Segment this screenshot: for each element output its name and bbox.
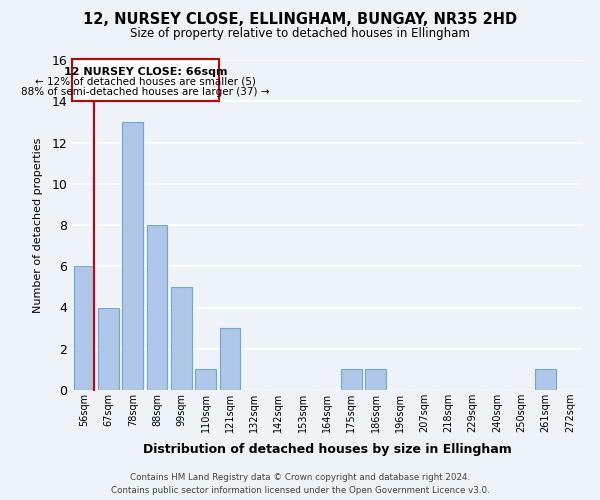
FancyBboxPatch shape — [73, 59, 219, 101]
Bar — [535, 370, 556, 390]
Bar — [220, 328, 240, 390]
Bar — [195, 370, 216, 390]
Text: ← 12% of detached houses are smaller (5): ← 12% of detached houses are smaller (5) — [35, 76, 256, 86]
Text: 12, NURSEY CLOSE, ELLINGHAM, BUNGAY, NR35 2HD: 12, NURSEY CLOSE, ELLINGHAM, BUNGAY, NR3… — [83, 12, 517, 28]
Bar — [341, 370, 362, 390]
Bar — [365, 370, 386, 390]
Bar — [171, 287, 191, 390]
Bar — [74, 266, 94, 390]
Y-axis label: Number of detached properties: Number of detached properties — [33, 138, 43, 312]
Bar — [122, 122, 143, 390]
X-axis label: Distribution of detached houses by size in Ellingham: Distribution of detached houses by size … — [143, 444, 511, 456]
Bar — [146, 225, 167, 390]
Text: Contains HM Land Registry data © Crown copyright and database right 2024.
Contai: Contains HM Land Registry data © Crown c… — [110, 473, 490, 495]
Text: 12 NURSEY CLOSE: 66sqm: 12 NURSEY CLOSE: 66sqm — [64, 67, 227, 77]
Bar — [98, 308, 119, 390]
Text: Size of property relative to detached houses in Ellingham: Size of property relative to detached ho… — [130, 28, 470, 40]
Text: 88% of semi-detached houses are larger (37) →: 88% of semi-detached houses are larger (… — [22, 87, 270, 97]
